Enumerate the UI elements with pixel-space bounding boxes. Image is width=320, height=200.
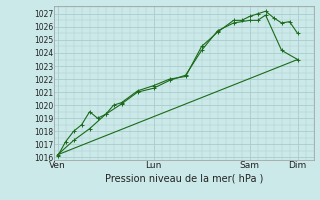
X-axis label: Pression niveau de la mer( hPa ): Pression niveau de la mer( hPa ) [105,173,263,183]
